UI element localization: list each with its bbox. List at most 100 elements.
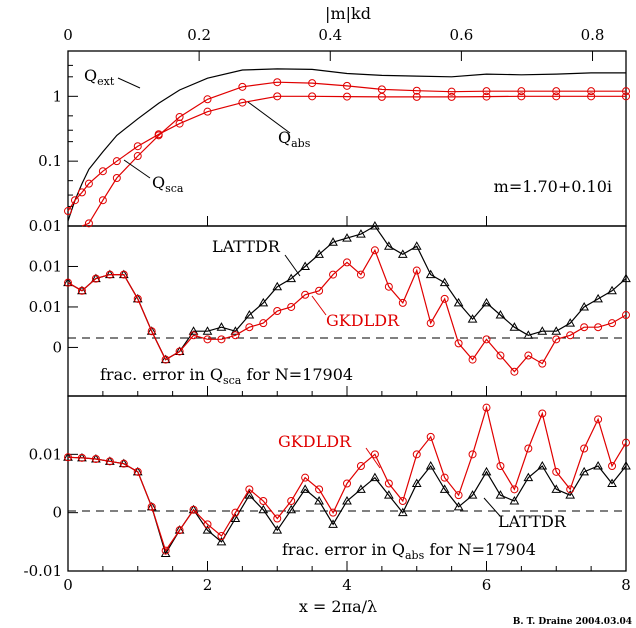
bottom-gkdldr-label: GKDLDR <box>278 432 352 451</box>
bottom-circle-marker <box>189 505 198 514</box>
middle-triangle-marker <box>467 314 478 323</box>
bottom-triangle-marker <box>565 490 576 499</box>
top-circle-marker <box>84 179 93 188</box>
top-circle-marker <box>622 92 630 101</box>
bottom-circle-marker <box>482 403 491 412</box>
middle-circle-marker <box>133 294 142 303</box>
middle-circle-marker <box>370 246 379 255</box>
middle-circle-marker <box>91 274 100 283</box>
bottom-triangle-marker <box>495 490 506 499</box>
bottom-circle-marker <box>426 432 435 441</box>
bottom-circle-marker <box>356 462 365 470</box>
bottom-circle-marker <box>301 473 310 482</box>
top-circle-marker <box>482 87 491 96</box>
bottom-triangle-marker <box>593 460 603 470</box>
top-circle-marker <box>377 92 386 101</box>
middle-circle-marker <box>287 302 296 311</box>
top-circle-marker <box>412 86 421 95</box>
bottom-triangle-marker <box>132 466 143 476</box>
q-ext-label: Qext <box>84 66 115 88</box>
y-tick-label: -0.01 <box>24 562 62 580</box>
bottom-triangle-marker <box>397 507 408 517</box>
bottom-circle-marker <box>217 532 226 540</box>
bottom-triangle-marker <box>523 472 534 482</box>
middle-triangle-marker <box>314 249 324 258</box>
bottom-triangle-marker <box>300 484 311 493</box>
middle-triangle-marker <box>495 310 506 319</box>
bottom-circle-marker <box>105 457 114 466</box>
top-circle-marker <box>447 92 456 101</box>
bottom-circle-marker <box>440 473 449 482</box>
top-circle-marker <box>517 92 526 101</box>
middle-circle-marker <box>496 351 505 360</box>
bottom-circle-marker <box>398 497 407 505</box>
middle-circle-marker <box>608 319 617 328</box>
bottom-circle-marker <box>119 459 128 468</box>
middle-triangle-marker <box>258 297 269 307</box>
bottom-triangle-marker <box>272 525 283 534</box>
bottom-circle-marker <box>287 497 296 505</box>
middle-circle-marker <box>315 286 324 295</box>
middle-gkdldr-arrow <box>311 295 327 316</box>
middle-circle-marker <box>426 319 435 328</box>
bottom-triangle-marker <box>370 472 380 482</box>
middle-triangle-marker <box>411 241 422 250</box>
middle-circle-marker <box>412 266 421 275</box>
top-q-abs-line <box>67 95 626 212</box>
bottom-circle-marker <box>175 526 184 535</box>
middle-triangle-marker <box>439 277 450 287</box>
q-abs-arrow <box>247 101 291 134</box>
middle-triangle-marker <box>370 220 380 230</box>
y-tick-label: 0.01 <box>29 445 62 463</box>
bottom-triangle-marker <box>551 484 562 493</box>
top-circle-marker <box>447 87 456 96</box>
bottom-triangle-marker <box>244 490 255 499</box>
bottom-triangle-marker <box>579 466 590 476</box>
middle-circle-marker <box>203 335 212 344</box>
bottom-triangle-marker <box>314 495 324 505</box>
middle-triangle-marker <box>551 326 562 335</box>
bottom-triangle-marker <box>286 504 297 514</box>
top-circle-marker <box>587 92 596 101</box>
middle-circle-marker <box>259 319 268 328</box>
top-circle-marker <box>112 173 121 182</box>
top-circle-marker <box>64 207 72 216</box>
bottom-circle-marker <box>566 485 575 494</box>
middle-triangle-marker <box>383 241 394 250</box>
bottom-triangle-marker <box>383 490 394 499</box>
y-tick-label: 0.01 <box>29 257 62 275</box>
x-tick-label: 2 <box>203 576 213 594</box>
bottom-triangle-marker <box>509 495 520 505</box>
top-circle-marker <box>133 142 142 151</box>
middle-triangle-marker <box>621 273 631 283</box>
bottom-triangle-marker <box>160 548 171 557</box>
bottom-circle-marker <box>91 455 100 463</box>
top-circle-marker <box>412 92 421 101</box>
top-circle-marker <box>273 78 282 87</box>
bottom-circle-marker <box>231 508 240 517</box>
middle-circle-marker <box>356 270 365 279</box>
top-circle-marker <box>308 79 317 88</box>
top-circle-marker <box>98 196 107 205</box>
middle-circle-marker <box>482 335 491 344</box>
y-tick-label: 0.01 <box>29 298 62 316</box>
middle-circle-marker <box>524 351 533 360</box>
middle-triangle-marker <box>509 322 520 331</box>
bottom-triangle-marker <box>425 460 436 470</box>
top-circle-marker <box>377 85 386 94</box>
middle-circle-marker <box>440 294 449 303</box>
bottom-triangle-marker <box>356 484 366 493</box>
bottom-circle-marker <box>524 444 533 453</box>
bottom-circle-marker <box>594 415 603 424</box>
bottom-circle-marker <box>538 409 547 418</box>
top-circle-marker <box>112 157 121 166</box>
bottom-circle-marker <box>608 462 617 470</box>
middle-circle-marker <box>77 286 86 295</box>
top-circle-marker <box>84 219 93 228</box>
bottom-circle-marker <box>245 485 254 494</box>
bottom-triangle-marker <box>411 478 422 487</box>
x-tick-label: 8 <box>621 576 631 594</box>
bottom-lattdr-label: LATTDR <box>498 512 567 531</box>
top-circle-marker <box>175 119 184 128</box>
